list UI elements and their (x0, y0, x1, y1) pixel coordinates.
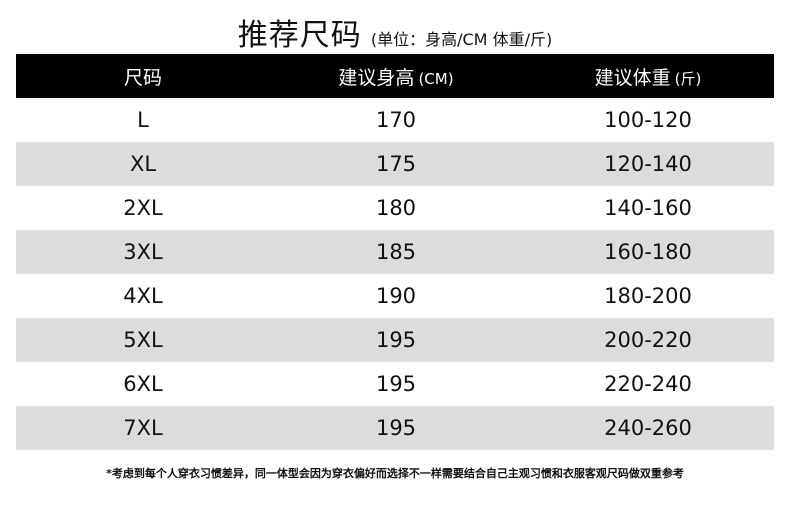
cell-height: 175 (270, 142, 522, 186)
footnote: *考虑到每个人穿衣习惯差异，同一体型会因为穿衣偏好而选择不一样需要结合自己主观习… (106, 467, 684, 480)
cell-weight: 120-140 (522, 142, 774, 186)
size-chart-table: 尺码 建议身高 (CM) 建议体重 (斤) L 170 100-120 XL 175… (16, 54, 774, 450)
header-height-label: 建议身高 (338, 66, 415, 89)
cell-weight: 140-160 (604, 196, 692, 220)
title-unit-note: (单位：身高/CM 体重/斤) (370, 30, 553, 49)
table-header-row: 尺码 建议身高 (CM) 建议体重 (斤) (16, 54, 774, 98)
header-height-unit: (CM) (418, 69, 454, 88)
cell-size: 4XL (123, 284, 163, 308)
cell-weight: 180-200 (604, 284, 692, 308)
table-row: XL 175 120-140 (16, 142, 774, 186)
header-weight-label: 建议体重 (594, 66, 671, 89)
cell-size: 3XL (16, 230, 270, 274)
cell-height: 185 (270, 230, 522, 274)
cell-size: XL (16, 142, 270, 186)
cell-size: 7XL (16, 406, 270, 450)
cell-height: 195 (375, 372, 417, 396)
cell-height: 190 (375, 284, 417, 308)
header-size-label: 尺码 (123, 66, 162, 89)
cell-height: 195 (270, 406, 522, 450)
cell-weight: 240-260 (522, 406, 774, 450)
cell-weight: 100-120 (604, 108, 692, 132)
table-row: L 170 100-120 (16, 98, 774, 142)
table-row: 2XL 180 140-160 (16, 186, 774, 230)
cell-size: 2XL (123, 196, 163, 220)
table-row: 4XL 190 180-200 (16, 274, 774, 318)
cell-size: L (137, 108, 149, 132)
cell-height: 170 (375, 108, 417, 132)
header-height: 建议身高 (CM) (270, 54, 522, 98)
table-row: 5XL 195 200-220 (16, 318, 774, 362)
header-size: 尺码 (16, 54, 270, 98)
cell-height: 195 (270, 318, 522, 362)
cell-size: 6XL (123, 372, 163, 396)
cell-weight: 160-180 (522, 230, 774, 274)
header-weight-unit: (斤) (674, 69, 702, 88)
cell-weight: 220-240 (604, 372, 692, 396)
table-row: 7XL 195 240-260 (16, 406, 774, 450)
table-row: 3XL 185 160-180 (16, 230, 774, 274)
cell-weight: 200-220 (522, 318, 774, 362)
table-row: 6XL 195 220-240 (16, 362, 774, 406)
cell-height: 180 (375, 196, 417, 220)
cell-size: 5XL (16, 318, 270, 362)
header-weight: 建议体重 (斤) (522, 54, 774, 98)
title-text: 推荐尺码 (237, 18, 362, 53)
page-title: 推荐尺码 (单位：身高/CM 体重/斤) (0, 10, 790, 54)
